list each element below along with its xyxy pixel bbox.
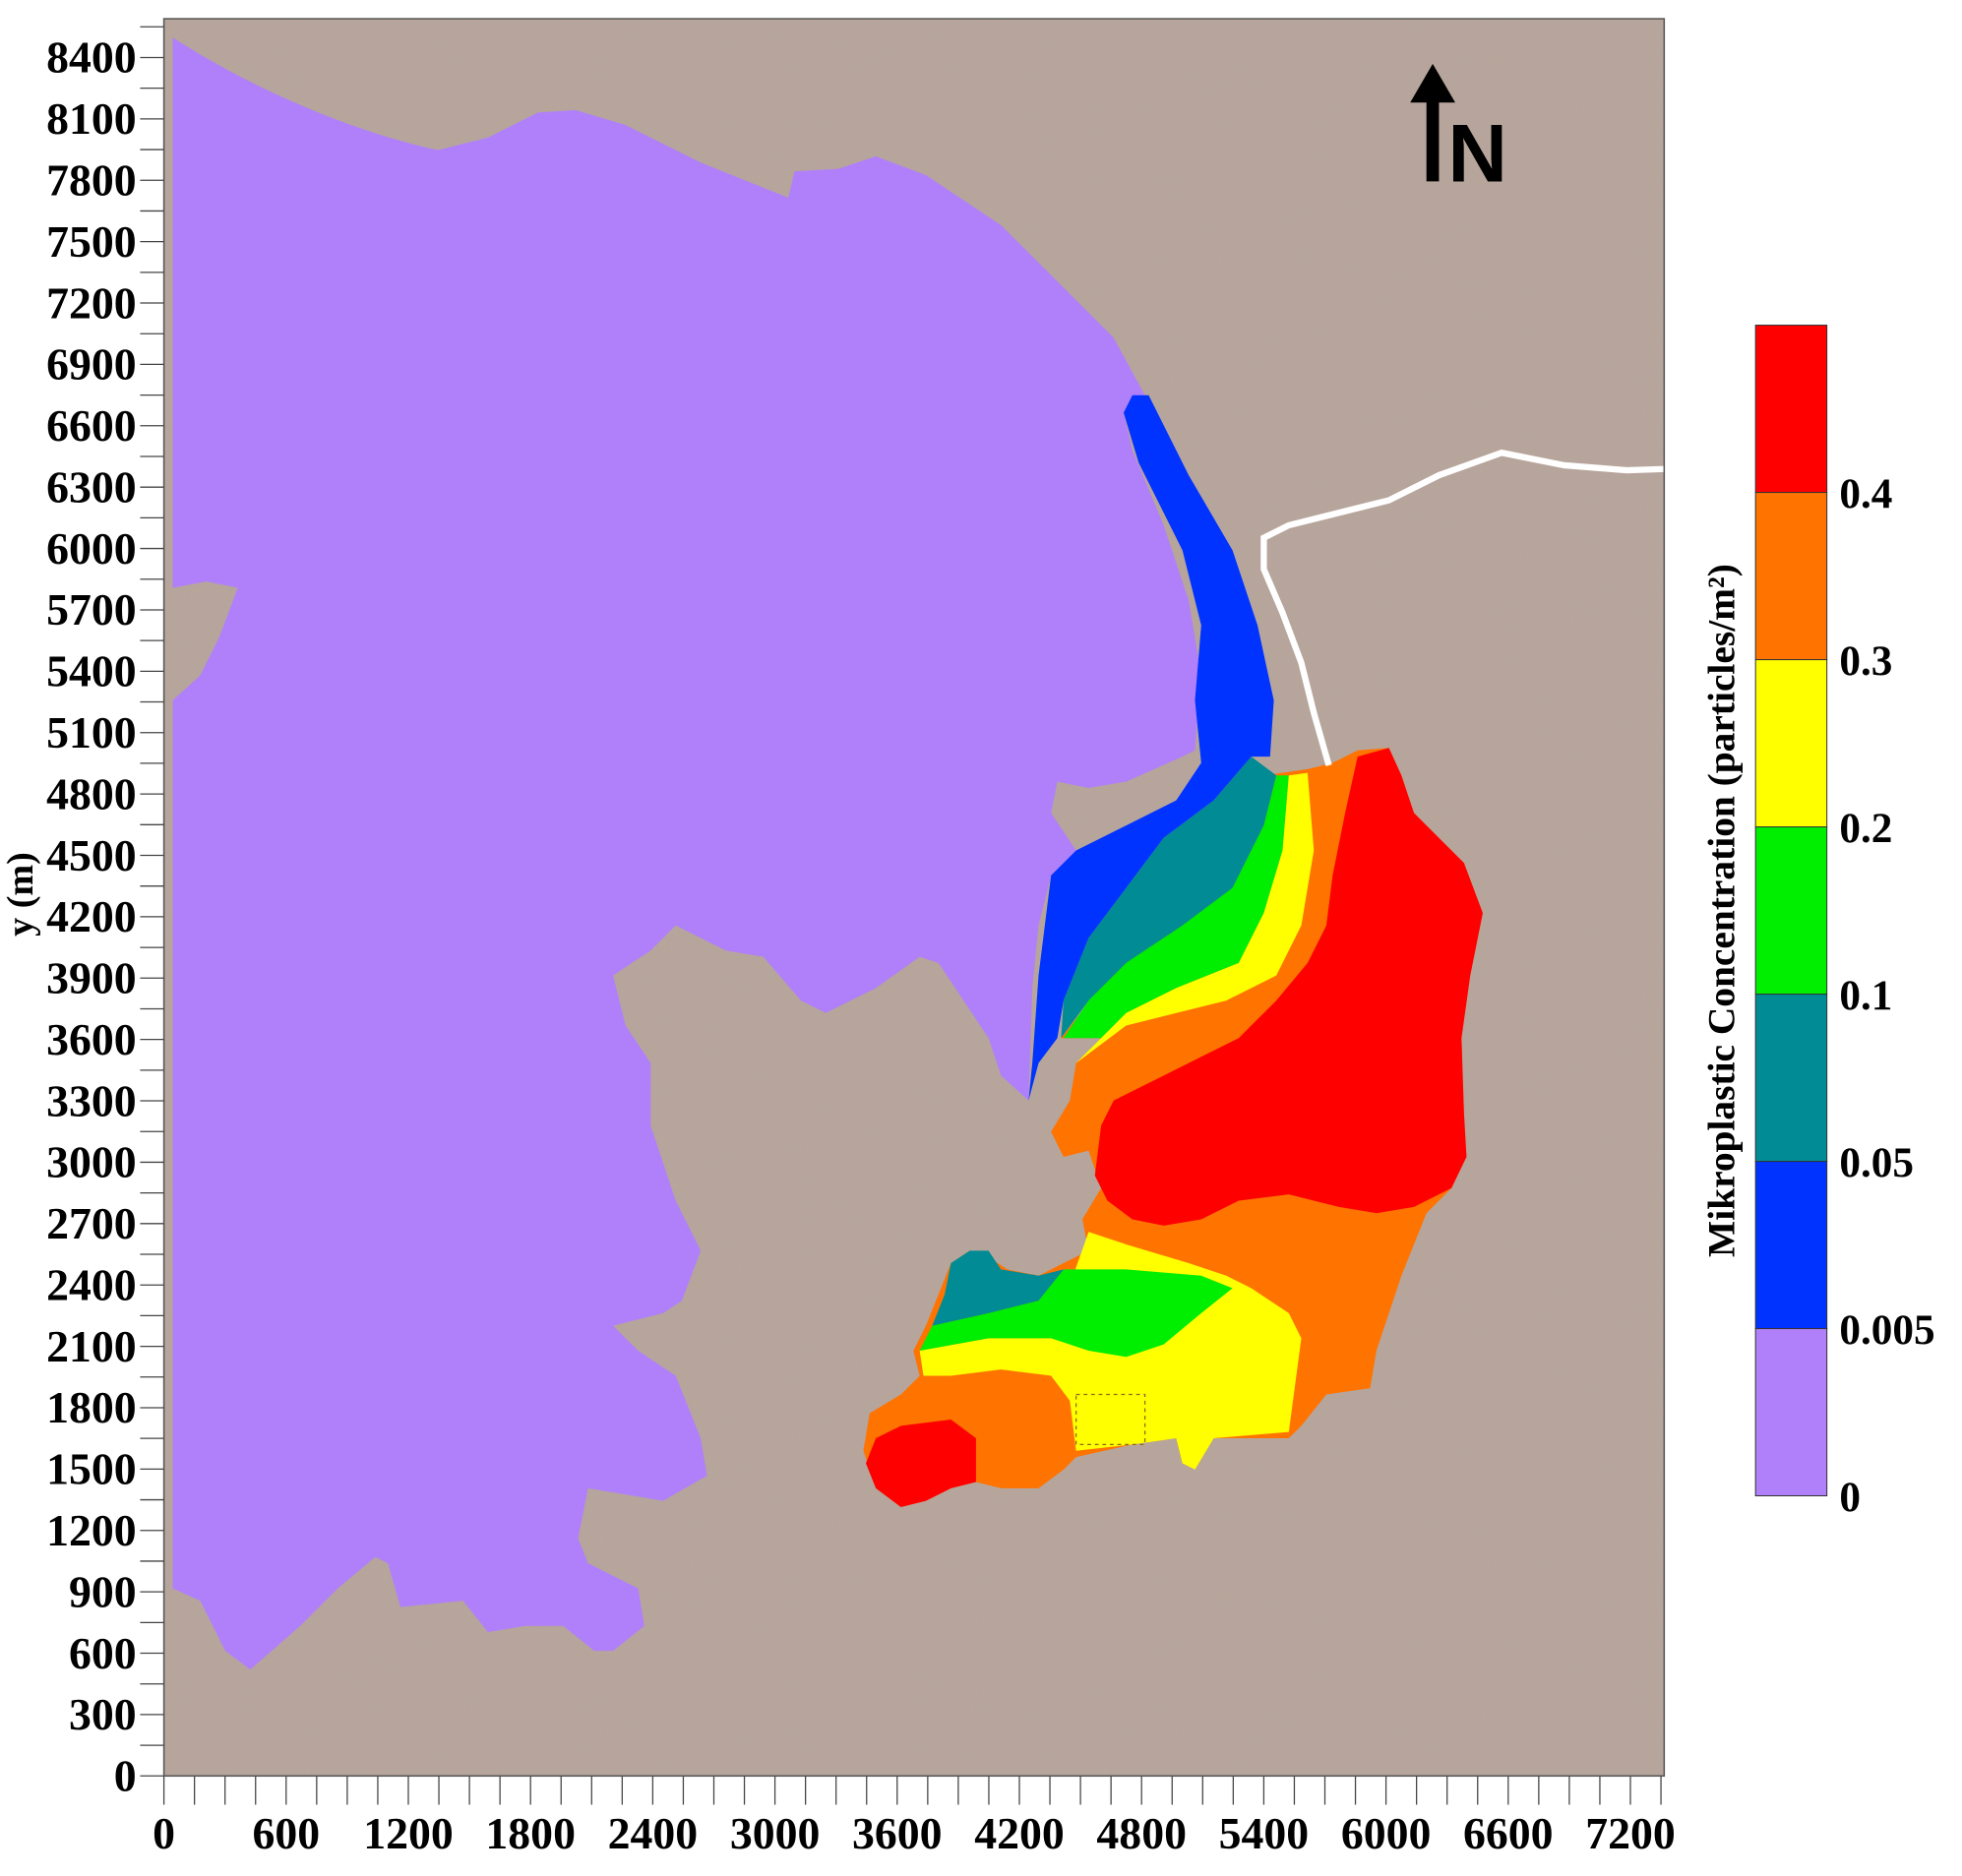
y-tick-label: 2100 (46, 1321, 137, 1371)
colorbar-swatch (1754, 325, 1828, 494)
y-axis-label: y (m) (0, 852, 41, 937)
y-tick-label: 2700 (46, 1198, 137, 1248)
y-tick-label: 5700 (46, 584, 137, 635)
x-tick-label: 600 (252, 1808, 320, 1858)
north-label: N (1447, 106, 1507, 199)
contour-region-0-0.005 (172, 37, 1201, 1670)
x-tick-label: 0 (153, 1808, 175, 1858)
y-tick-label: 4200 (46, 891, 137, 941)
colorbar-swatch (1754, 994, 1828, 1163)
x-tick-label: 1200 (363, 1808, 454, 1858)
y-tick-label: 5100 (46, 707, 137, 757)
x-tick-label: 4200 (974, 1808, 1065, 1858)
y-tick-label: 6600 (46, 400, 137, 451)
y-tick-label: 6000 (46, 523, 137, 574)
contour-region-0.1-0.2 (1063, 775, 1289, 1039)
y-tick-label: 3600 (46, 1014, 137, 1064)
x-tick-label: 7200 (1585, 1808, 1676, 1858)
y-tick-label: 6300 (46, 461, 137, 512)
x-tick-label: 3600 (852, 1808, 943, 1858)
colorbar-swatch (1754, 826, 1828, 996)
north-arrow: N (1410, 63, 1507, 199)
road-line (1260, 449, 1665, 766)
colorbar-level-label: 0.4 (1839, 470, 1892, 517)
colorbar: 0 0.005 0.05 0.1 0.2 0.3 0.4 (1754, 325, 1935, 1521)
y-tick-label: 6900 (46, 339, 137, 390)
y-tick-label: 3900 (46, 953, 137, 1003)
x-tick-label: 1800 (485, 1808, 576, 1858)
colorbar-swatch (1754, 659, 1828, 828)
plot-area: N (163, 19, 1665, 1777)
y-tick-label: 900 (69, 1566, 137, 1616)
y-tick-label: 1200 (46, 1505, 137, 1555)
contour-region-0.1-0.2-south (919, 1269, 1233, 1358)
contour-region-0.005-0.05 (1028, 394, 1274, 1101)
contour-region-0.4-plus (1094, 748, 1483, 1226)
colorbar-level-label: 0 (1839, 1474, 1861, 1521)
y-axis: 0 300 600 900 1200 1500 1800 2100 2400 2700 3000 33… (46, 26, 164, 1801)
x-tick-label: 4800 (1096, 1808, 1187, 1858)
y-tick-label: 600 (69, 1628, 137, 1678)
contour-region-0.4-plus-south (866, 1419, 976, 1507)
colorbar-level-label: 0.2 (1839, 805, 1892, 852)
colorbar-level-label: 0.3 (1839, 637, 1892, 685)
x-tick-label: 3000 (730, 1808, 821, 1858)
y-tick-label: 7800 (46, 155, 137, 206)
y-tick-label: 3000 (46, 1137, 137, 1187)
colorbar-title: Mikroplastic Concentration (particles/m²… (1700, 564, 1744, 1257)
y-tick-label: 7500 (46, 216, 137, 267)
contour-region-0.2-0.3 (1075, 772, 1315, 1063)
x-tick-label: 6000 (1341, 1808, 1432, 1858)
colorbar-swatch (1754, 492, 1828, 661)
y-tick-label: 8400 (46, 32, 137, 83)
colorbar-swatch (1754, 1328, 1828, 1497)
y-tick-label: 3300 (46, 1075, 137, 1125)
x-tick-label: 5400 (1219, 1808, 1310, 1858)
x-tick-label: 2400 (608, 1808, 699, 1858)
y-tick-label: 5400 (46, 646, 137, 696)
y-tick-label: 4500 (46, 830, 137, 880)
north-arrow-icon (1410, 63, 1455, 182)
y-tick-label: 8100 (46, 93, 137, 144)
contour-region-0.05-0.1-south (932, 1250, 1064, 1326)
y-tick-label: 1800 (46, 1382, 137, 1432)
y-tick-label: 2400 (46, 1259, 137, 1309)
y-tick-label: 300 (69, 1689, 137, 1739)
y-tick-label: 0 (114, 1751, 137, 1801)
colorbar-level-label: 0.05 (1839, 1139, 1914, 1186)
y-tick-label: 1500 (46, 1444, 137, 1494)
x-axis: 0 600 1200 1800 2400 3000 3600 4200 4800 5400 6000… (153, 1776, 1676, 1858)
y-tick-label: 7200 (46, 277, 137, 328)
plot-frame (162, 18, 1666, 1778)
colorbar-level-label: 0.005 (1839, 1306, 1934, 1354)
colorbar-level-label: 0.1 (1839, 972, 1892, 1019)
colorbar-swatch (1754, 1161, 1828, 1330)
x-tick-label: 6600 (1463, 1808, 1554, 1858)
contour-region-0.05-0.1 (1061, 756, 1277, 1039)
y-tick-label: 4800 (46, 768, 137, 818)
harbor-structure (1075, 1393, 1146, 1446)
